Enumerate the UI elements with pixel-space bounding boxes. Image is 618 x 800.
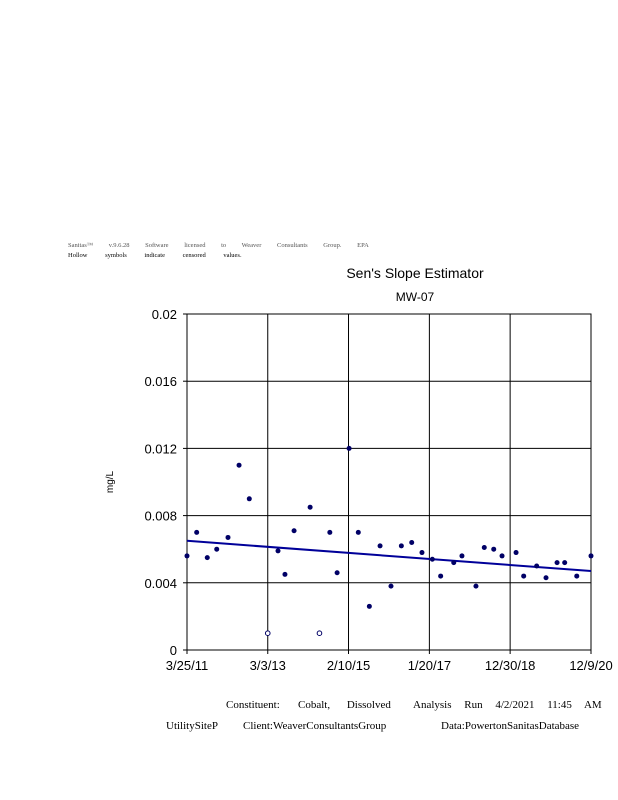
sens-slope-trend-line <box>186 539 592 573</box>
data-point <box>214 546 220 552</box>
data-point <box>346 445 352 451</box>
plot-frame <box>186 313 592 651</box>
data-point <box>534 563 540 569</box>
data-point <box>388 583 394 589</box>
x-tick-label: 2/10/15 <box>327 658 370 673</box>
data-point <box>499 553 505 559</box>
y-tick-label: 0.004 <box>144 576 177 591</box>
data-point <box>473 583 479 589</box>
data-point <box>429 556 435 562</box>
data-point <box>588 553 594 559</box>
x-tick-label: 12/9/20 <box>569 658 612 673</box>
data-point <box>355 529 361 535</box>
data-point <box>225 534 231 540</box>
client-name: Client:WeaverConsultantsGroup <box>243 720 387 732</box>
data-point <box>409 539 415 545</box>
data-point <box>291 528 297 534</box>
data-point <box>521 573 527 579</box>
data-point <box>459 553 465 559</box>
chart-subtitle: MW-07 <box>396 290 435 304</box>
x-tick-label: 3/3/13 <box>250 658 286 673</box>
data-point <box>419 550 425 556</box>
censored-note: Hollow symbols indicate censored values. <box>68 252 242 259</box>
analysis-run: Analysis Run 4/2/2021 11:45 AM <box>413 699 602 711</box>
data-point <box>377 543 383 549</box>
data-point <box>204 555 210 561</box>
y-tick-label: 0.02 <box>152 307 177 322</box>
x-tick-label: 1/20/17 <box>408 658 451 673</box>
data-point <box>481 545 487 551</box>
constituent-name: Cobalt, Dissolved <box>298 699 391 711</box>
data-point <box>334 570 340 576</box>
data-point <box>574 573 580 579</box>
y-axis-label: mg/L <box>105 470 116 493</box>
data-point <box>398 543 404 549</box>
x-tick-label: 3/25/11 <box>166 658 208 673</box>
data-point <box>246 496 252 502</box>
data-point <box>366 603 372 609</box>
site-name: UtilitySiteP <box>166 720 218 732</box>
data-point <box>562 560 568 566</box>
data-point <box>236 462 242 468</box>
data-point <box>438 573 444 579</box>
data-point <box>451 560 457 566</box>
data-source: Data:PowertonSanitasDatabase <box>441 720 580 732</box>
data-point <box>194 529 200 535</box>
y-tick-label: 0 <box>170 643 177 658</box>
data-point <box>184 553 190 559</box>
license-line: Sanitas™ v.9.6.28 Software licensed to W… <box>68 242 369 249</box>
data-point <box>282 571 288 577</box>
x-tick-label: 12/30/18 <box>485 658 536 673</box>
data-point <box>307 504 313 510</box>
censored-data-point <box>316 630 323 637</box>
data-point <box>275 548 281 554</box>
data-point <box>554 560 560 566</box>
constituent-label: Constituent: <box>226 699 280 711</box>
data-point <box>327 529 333 535</box>
data-point <box>543 575 549 581</box>
y-tick-label: 0.012 <box>144 441 177 456</box>
y-tick-label: 0.008 <box>144 509 177 524</box>
y-tick-label: 0.016 <box>144 374 177 389</box>
data-point <box>513 550 519 556</box>
data-point <box>491 546 497 552</box>
censored-data-point <box>264 630 271 637</box>
chart-title: Sen's Slope Estimator <box>346 265 484 281</box>
